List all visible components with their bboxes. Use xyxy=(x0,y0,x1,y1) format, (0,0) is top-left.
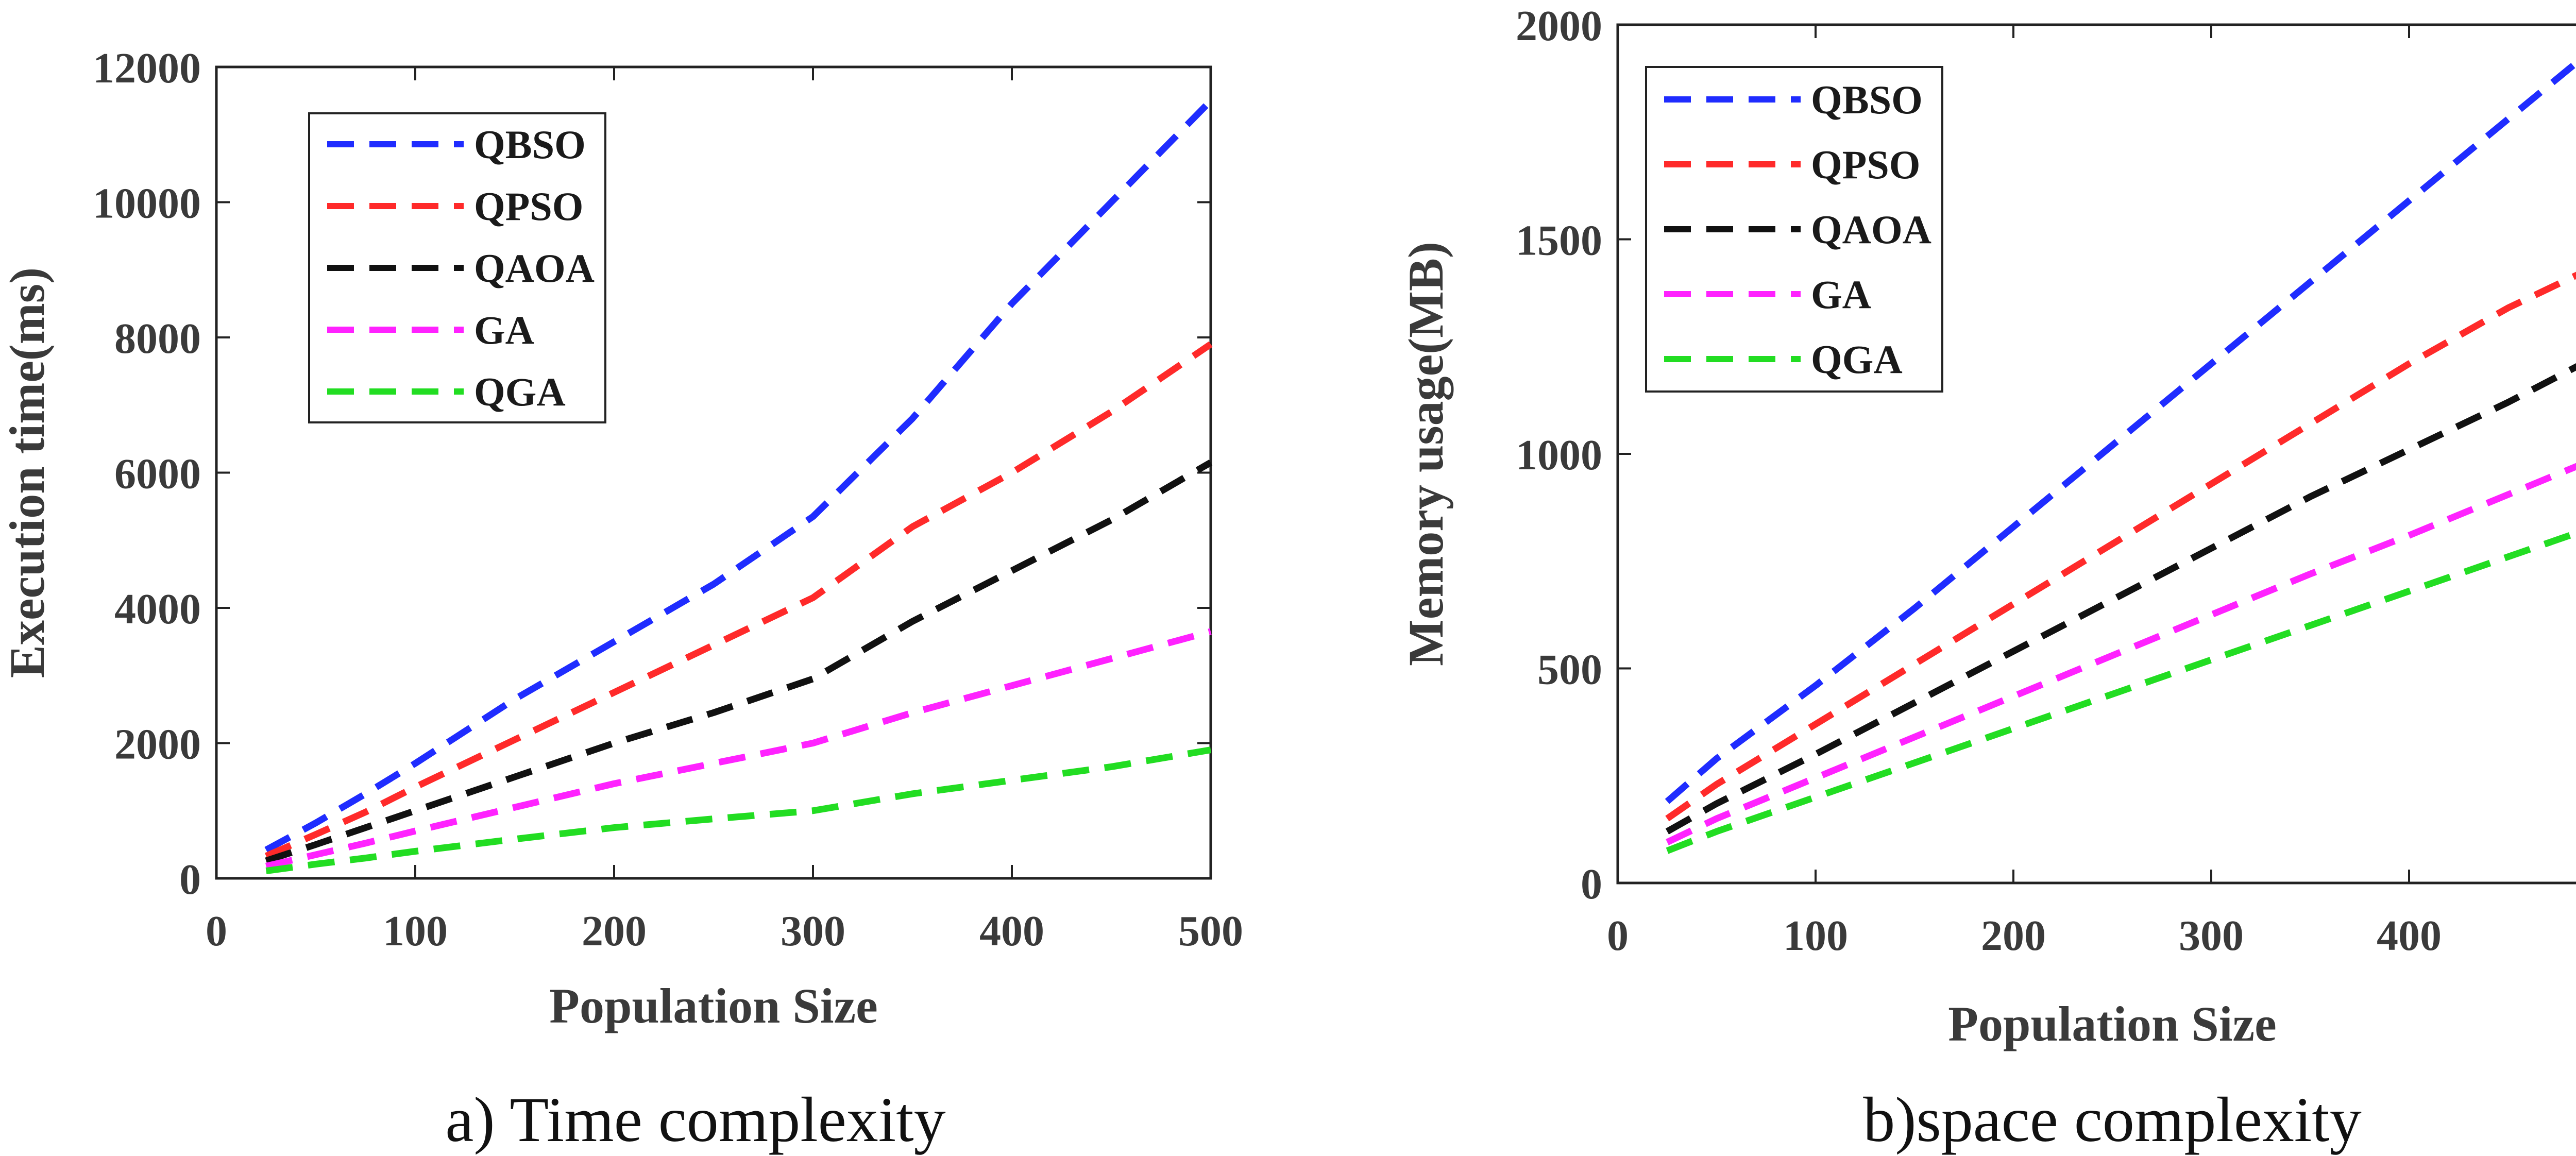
series-line-qaoa xyxy=(265,460,1213,864)
x-tick-label: 0 xyxy=(206,907,227,955)
series-line-qga xyxy=(265,746,1212,875)
legend: QBSO QPSO QAOA GA QGA xyxy=(1645,66,1943,393)
legend-label-qpso: QPSO xyxy=(1811,142,1920,187)
series-line-ga xyxy=(265,628,1212,870)
x-tick-label: 200 xyxy=(582,907,647,955)
series-line-qbso xyxy=(264,98,1213,853)
y-tick-label: 12000 xyxy=(93,44,201,92)
x-tick-label: 300 xyxy=(781,907,845,955)
legend-label-qga: QGA xyxy=(474,369,566,414)
series-line-qpso xyxy=(264,341,1213,859)
series-line-qaoa xyxy=(1665,363,2576,835)
x-tick-label: 400 xyxy=(979,907,1044,955)
x-axis-label: Population Size xyxy=(549,978,877,1033)
y-tick-label: 0 xyxy=(179,856,201,904)
legend-label-qaoa: QAOA xyxy=(474,246,595,291)
space-complexity-panel: 0 100 200 300 400 500 0 500 1000 1500 2000 QBSO QPSO… xyxy=(1398,2,2576,1155)
x-tick-label: 100 xyxy=(1783,912,1848,960)
legend-label-ga: GA xyxy=(1811,272,1871,317)
y-tick-label: 1000 xyxy=(1516,431,1602,479)
series-line-qga xyxy=(1666,530,2576,854)
legend-label-qga: QGA xyxy=(1811,337,1903,382)
legend-label-ga: GA xyxy=(474,308,534,352)
x-tick-label: 0 xyxy=(1607,912,1629,960)
y-tick-label: 2000 xyxy=(1516,2,1602,50)
series-line-qbso xyxy=(1665,59,2576,804)
x-tick-label: 100 xyxy=(383,907,448,955)
legend-label-qbso: QBSO xyxy=(474,122,586,167)
x-tick-label: 500 xyxy=(2574,912,2576,960)
y-tick-label: 10000 xyxy=(93,180,201,228)
legend-label-qbso: QBSO xyxy=(1811,77,1923,122)
x-tick-label: 500 xyxy=(1178,907,1243,955)
y-tick-label: 1500 xyxy=(1516,217,1602,265)
x-axis-label: Population Size xyxy=(1948,996,2276,1051)
y-axis-label: Execution time(ms) xyxy=(0,267,55,678)
y-tick-label: 4000 xyxy=(114,585,201,633)
x-tick-label: 300 xyxy=(2179,912,2244,960)
legend-label-qaoa: QAOA xyxy=(1811,207,1931,252)
time-complexity-panel: 0 100 200 300 400 500 0 2000 4000 6000 8000 10000 12… xyxy=(0,44,1243,1155)
panel-caption: a) Time complexity xyxy=(445,1084,945,1155)
panel-caption: b)space complexity xyxy=(1863,1084,2362,1155)
x-tick-label: 400 xyxy=(2377,912,2442,960)
x-tick-label: 200 xyxy=(1981,912,2046,960)
y-tick-label: 6000 xyxy=(114,450,201,498)
legend: QBSO QPSO QAOA GA QGA xyxy=(308,112,606,423)
y-axis-label: Memory usage(MB) xyxy=(1398,242,1453,666)
y-tick-label: 0 xyxy=(1581,860,1602,908)
series-line-qpso xyxy=(1665,271,2576,822)
y-tick-label: 2000 xyxy=(114,721,201,769)
y-tick-label: 8000 xyxy=(114,315,201,363)
legend-label-qpso: QPSO xyxy=(474,184,583,229)
series-line-ga xyxy=(1666,463,2576,845)
y-tick-label: 500 xyxy=(1537,646,1602,694)
